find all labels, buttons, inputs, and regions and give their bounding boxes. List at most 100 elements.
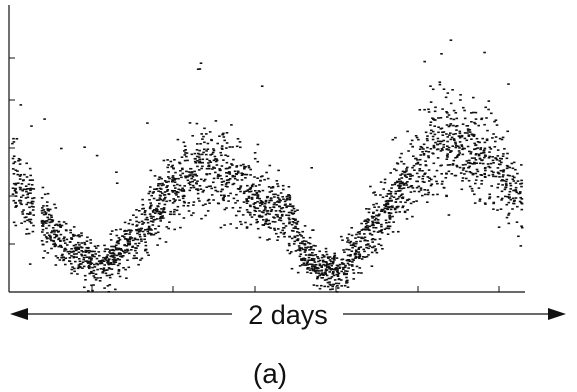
data-point xyxy=(282,210,286,213)
data-point xyxy=(412,201,415,203)
data-point xyxy=(268,238,271,240)
data-point xyxy=(170,166,173,168)
data-point xyxy=(173,208,176,211)
data-point xyxy=(507,212,511,215)
data-point xyxy=(475,162,478,164)
data-point xyxy=(18,163,22,165)
data-point xyxy=(486,129,489,132)
data-point xyxy=(480,183,483,185)
data-point xyxy=(221,198,225,200)
data-point xyxy=(474,122,477,125)
data-point xyxy=(157,190,160,192)
data-point xyxy=(29,174,32,177)
data-point xyxy=(335,273,338,276)
data-point xyxy=(483,141,487,144)
data-point xyxy=(321,254,325,256)
data-point xyxy=(46,209,50,211)
data-point xyxy=(196,189,200,192)
data-point xyxy=(183,201,186,204)
data-point xyxy=(279,199,282,202)
data-point xyxy=(400,177,404,179)
data-point xyxy=(424,164,428,167)
data-point xyxy=(346,241,349,243)
data-point xyxy=(265,218,268,221)
data-point xyxy=(417,138,420,141)
data-point xyxy=(234,214,238,217)
data-point xyxy=(365,208,368,210)
data-point xyxy=(220,165,224,167)
data-point xyxy=(40,222,44,224)
data-point xyxy=(120,255,124,257)
data-point xyxy=(374,194,377,196)
data-point xyxy=(65,238,69,241)
data-point xyxy=(186,175,190,177)
data-point xyxy=(373,206,376,208)
data-point xyxy=(462,167,465,169)
data-point xyxy=(509,182,512,185)
data-point xyxy=(249,223,253,226)
data-point xyxy=(391,206,394,209)
data-point xyxy=(502,179,506,182)
data-point xyxy=(102,256,105,259)
data-point xyxy=(415,180,418,183)
data-point xyxy=(41,207,44,209)
data-point xyxy=(113,258,116,260)
data-point xyxy=(80,254,84,257)
data-point xyxy=(23,173,26,176)
data-point xyxy=(398,178,401,180)
data-point xyxy=(105,255,109,258)
data-point xyxy=(474,182,477,185)
data-point xyxy=(129,219,132,221)
data-point xyxy=(402,187,406,189)
data-point xyxy=(446,116,449,118)
data-point xyxy=(158,197,162,199)
data-point xyxy=(448,134,451,136)
data-point xyxy=(116,254,119,257)
data-point xyxy=(354,253,358,255)
data-point xyxy=(19,200,23,202)
data-point xyxy=(112,263,115,265)
data-point xyxy=(415,200,418,202)
data-point xyxy=(149,205,153,207)
data-point xyxy=(128,241,131,243)
data-point xyxy=(331,272,335,275)
data-point xyxy=(81,251,85,253)
data-point xyxy=(512,161,516,164)
data-point xyxy=(225,175,228,178)
data-point xyxy=(199,162,203,164)
data-point xyxy=(245,199,248,201)
data-point xyxy=(283,200,287,203)
data-point xyxy=(389,205,392,208)
data-point xyxy=(219,226,223,229)
data-point xyxy=(370,234,374,236)
data-point xyxy=(83,254,87,257)
data-point xyxy=(498,160,502,162)
data-point xyxy=(149,202,152,204)
data-point xyxy=(396,181,399,184)
data-point xyxy=(253,214,256,216)
data-point xyxy=(135,252,138,254)
data-point xyxy=(447,149,450,151)
data-point xyxy=(173,200,176,203)
data-point xyxy=(320,277,323,279)
data-point xyxy=(20,196,23,198)
data-point xyxy=(405,168,408,170)
data-point xyxy=(114,247,118,249)
data-point xyxy=(497,183,500,185)
data-point xyxy=(53,242,57,245)
data-point xyxy=(27,232,31,235)
data-point xyxy=(109,239,113,241)
data-point xyxy=(285,205,289,207)
data-point xyxy=(253,176,256,178)
data-point xyxy=(101,271,104,274)
data-point xyxy=(471,190,474,192)
data-point xyxy=(341,263,344,265)
data-point xyxy=(358,233,361,235)
data-point xyxy=(296,271,300,274)
data-point xyxy=(285,199,288,201)
data-point xyxy=(256,207,260,210)
data-point xyxy=(294,225,297,228)
data-point xyxy=(383,178,387,181)
data-point xyxy=(118,258,121,261)
data-point xyxy=(371,220,374,223)
